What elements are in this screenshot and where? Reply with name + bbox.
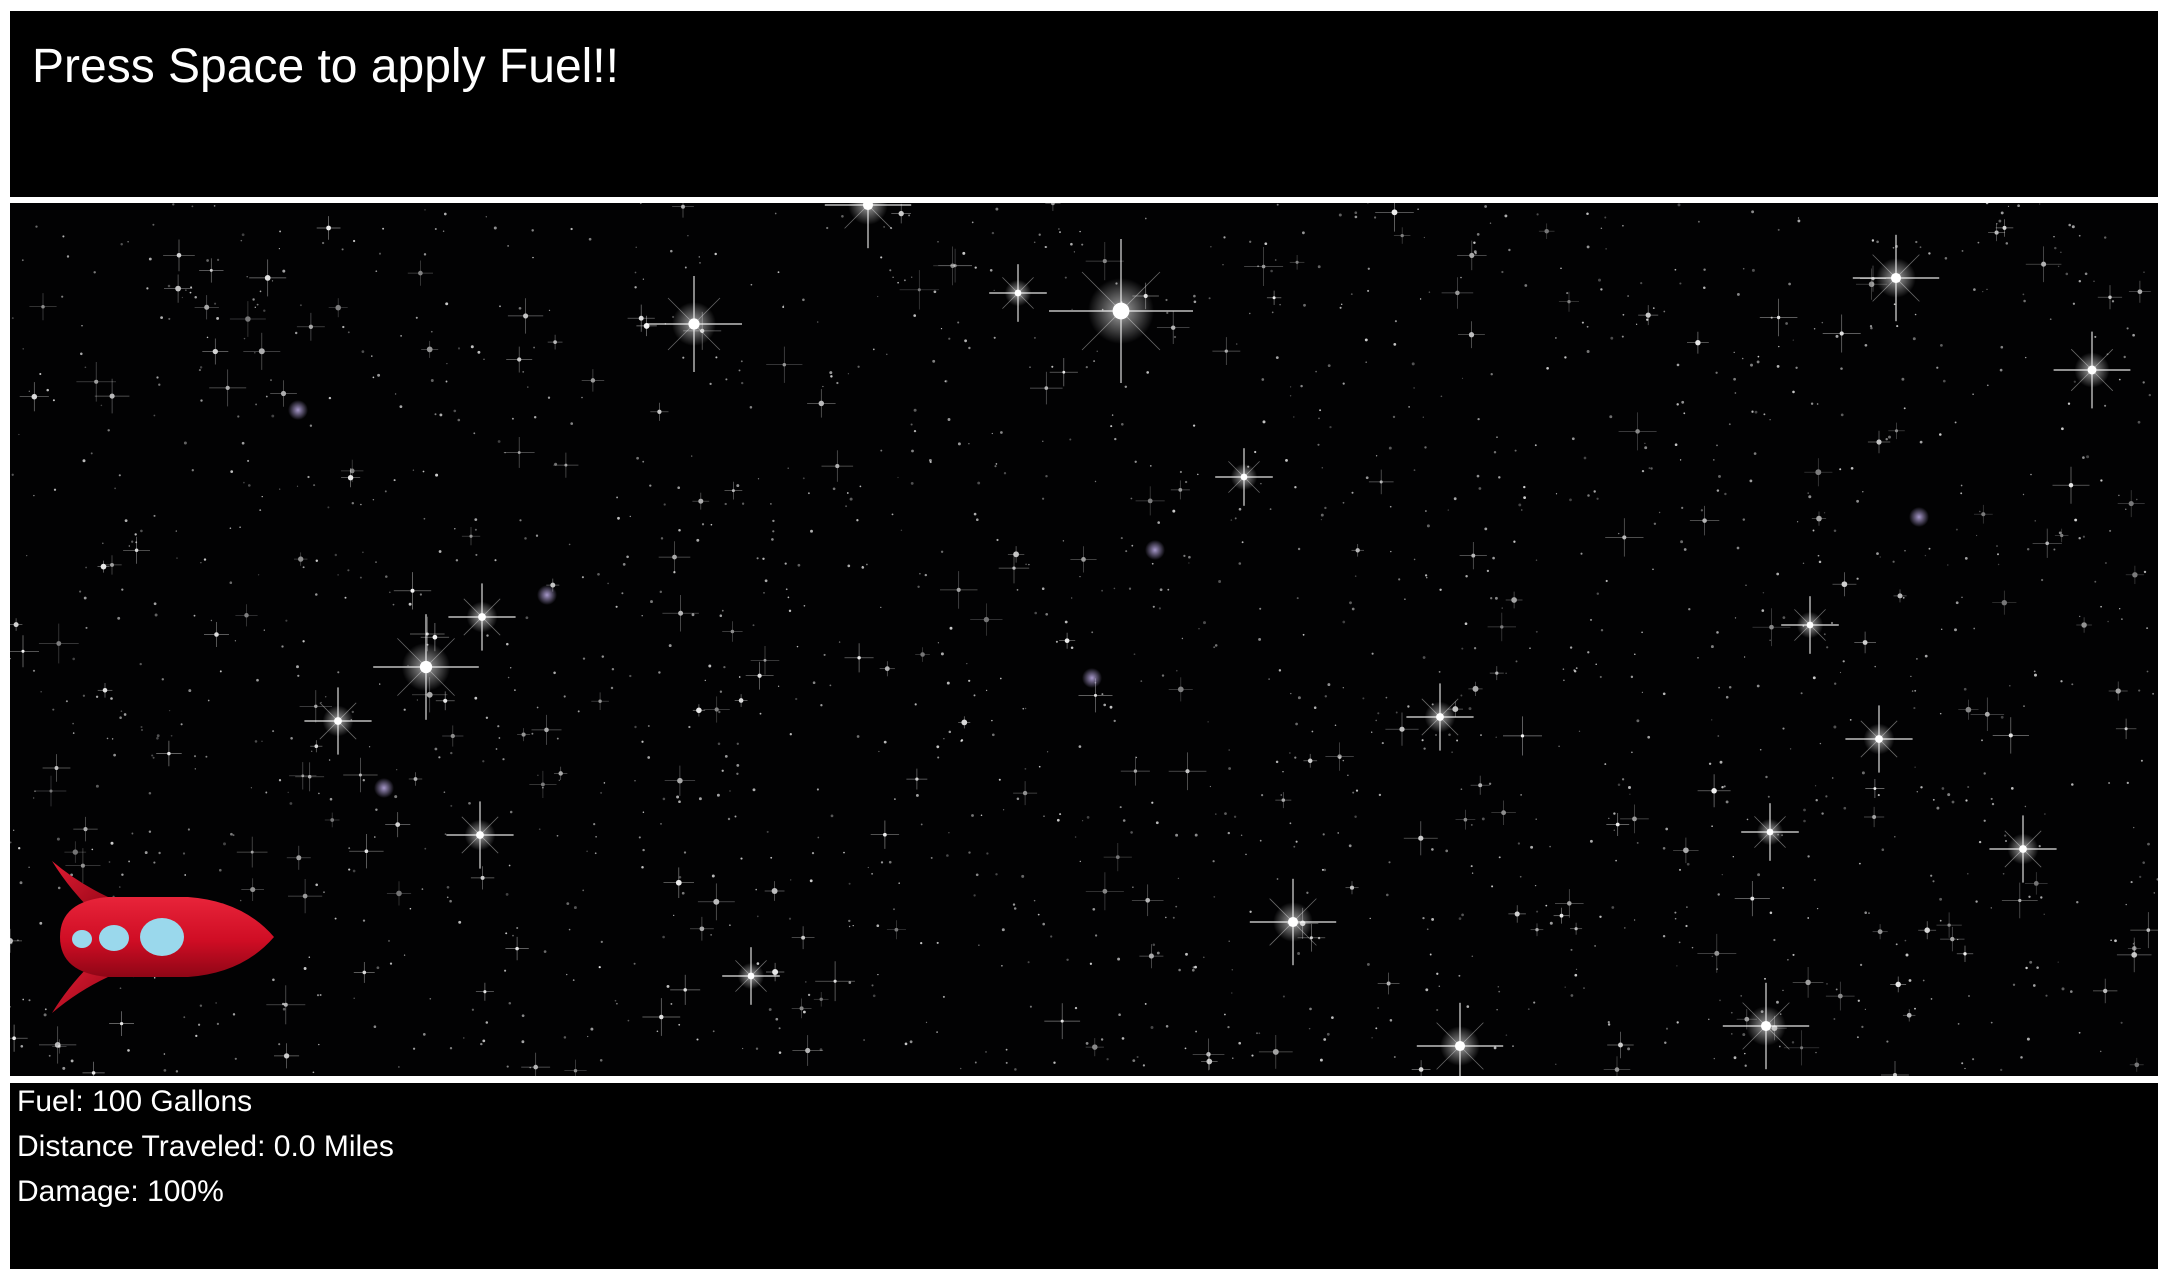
distance-readout: Distance Traveled: 0.0 Miles	[17, 1130, 394, 1163]
rocket-icon[interactable]	[38, 859, 278, 1015]
fuel-readout: Fuel: 100 Gallons	[17, 1085, 253, 1118]
instruction-text: Press Space to apply Fuel!!	[32, 40, 619, 93]
status-panel: Fuel: 100 Gallons Distance Traveled: 0.0…	[10, 1083, 2158, 1269]
instruction-panel: Press Space to apply Fuel!!	[10, 11, 2158, 197]
damage-readout: Damage: 100%	[17, 1175, 224, 1208]
game-canvas[interactable]	[10, 203, 2158, 1076]
starfield-background	[10, 203, 2158, 1076]
